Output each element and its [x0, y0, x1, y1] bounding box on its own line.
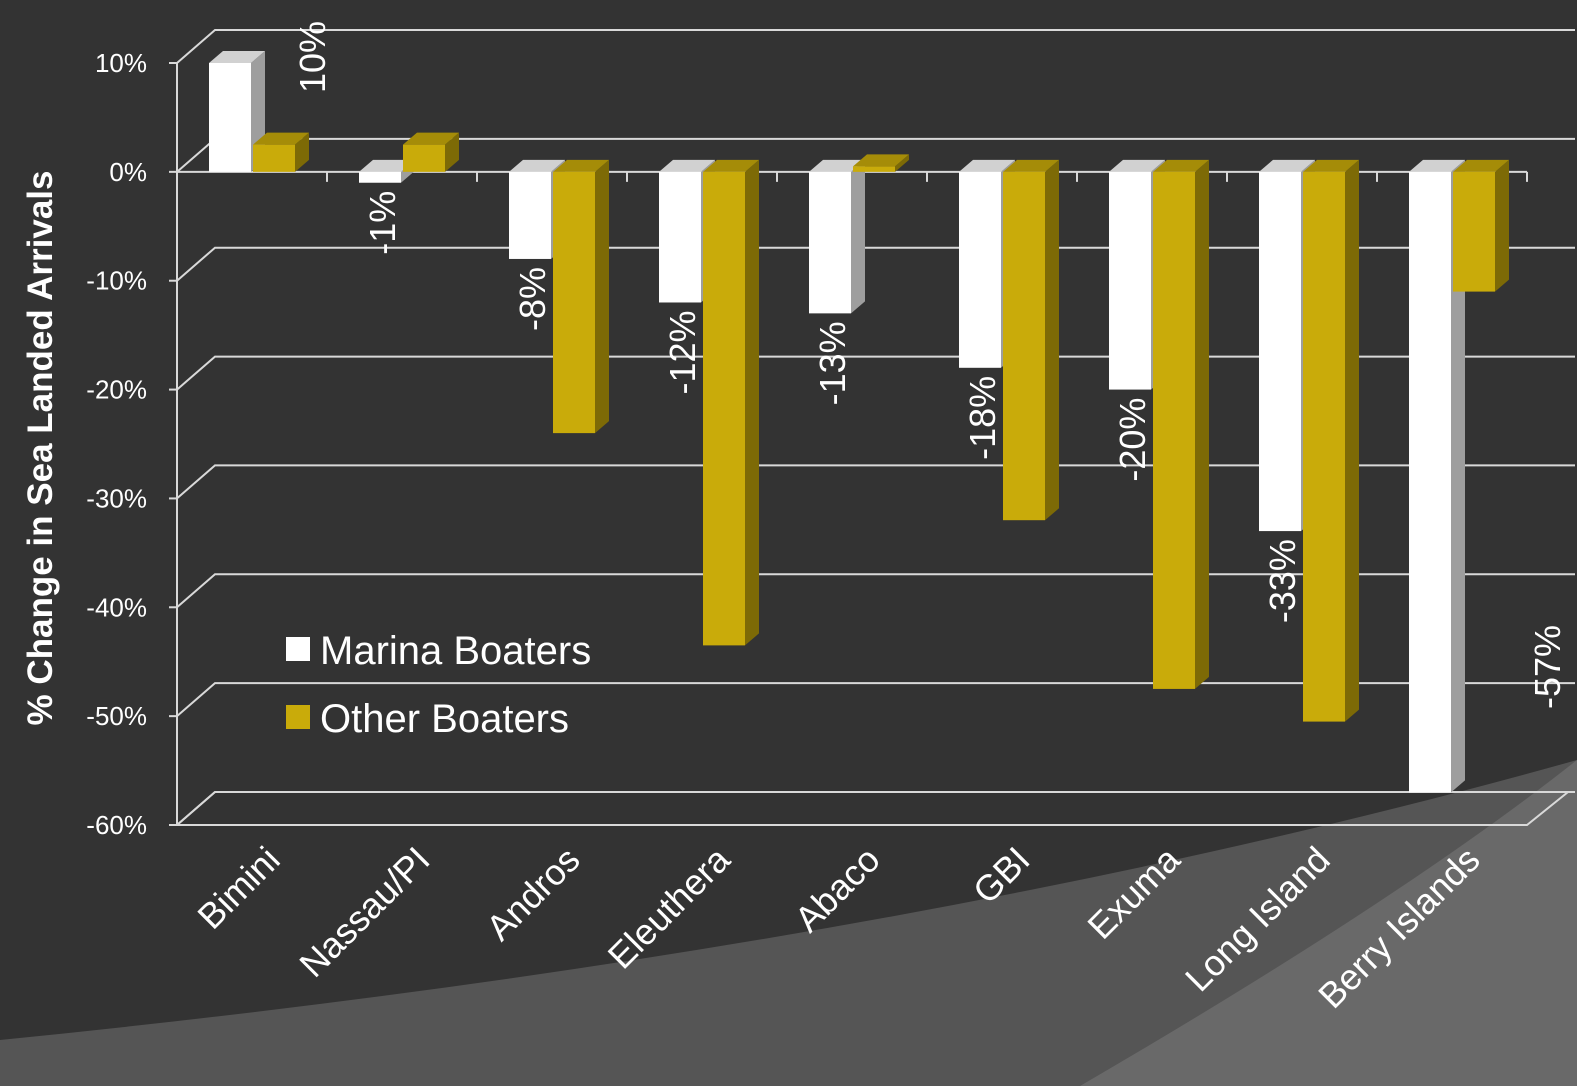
bar-top [1003, 159, 1059, 172]
bar-top [809, 159, 865, 172]
bar-other-boaters-8 [1303, 159, 1359, 722]
gridline [176, 573, 1575, 609]
bar-front [253, 144, 295, 172]
bar-side [895, 154, 909, 172]
background-swoosh-light [1080, 760, 1577, 1086]
background-swoosh [0, 760, 1577, 1086]
bar-top [509, 159, 565, 172]
y-tick-label: 10% [95, 48, 147, 78]
data-label-marina-boaters: -20% [1112, 398, 1153, 482]
bar-top [403, 132, 459, 145]
data-label-marina-boaters: -57% [1527, 625, 1568, 709]
x-tick-label: Andros [478, 839, 588, 949]
gridline [176, 682, 1575, 717]
bar-side [1451, 159, 1465, 793]
bar-side [295, 132, 309, 172]
bar-other-boaters-7 [1153, 159, 1209, 689]
bar-top [703, 159, 759, 172]
bar-side [851, 159, 865, 314]
bar-side [1195, 159, 1209, 689]
bar-marina-boaters-5 [809, 159, 865, 314]
bar-marina-boaters-9 [1409, 159, 1465, 793]
legend-swatch-marina-boaters [286, 637, 310, 661]
bar-front [553, 171, 595, 434]
y-tick-label: -60% [86, 810, 147, 840]
bar-top [1153, 159, 1209, 172]
bar-front [853, 166, 895, 172]
bar-front [1453, 171, 1495, 292]
y-tick-label: -30% [86, 483, 147, 513]
y-tick-label: -10% [86, 266, 147, 296]
bar-other-boaters-1 [253, 132, 309, 172]
x-tick-label: Nassau/PI [291, 839, 437, 985]
y-tick-label: -40% [86, 592, 147, 622]
data-labels: 10% -1% -8% -12% -13% -18% -20% -33% -57% [292, 21, 1568, 709]
bar-front [703, 171, 745, 646]
y-tick-label: 0% [109, 157, 147, 187]
legend: Marina Boaters Other Boaters [286, 629, 591, 741]
legend-swatch-other-boaters [286, 705, 310, 729]
bar-side [745, 159, 759, 646]
bar-front [1003, 171, 1045, 521]
bar-other-boaters-3 [553, 159, 609, 434]
bar-other-boaters-2 [403, 132, 459, 172]
data-label-marina-boaters: 10% [292, 21, 333, 93]
bar-side [445, 132, 459, 172]
data-label-marina-boaters: -8% [512, 267, 553, 331]
x-tick-label: Bimini [189, 839, 287, 937]
bar-other-boaters-9 [1453, 159, 1509, 292]
bar-top [959, 159, 1015, 172]
bar-top [1109, 159, 1165, 172]
bar-side [1045, 159, 1059, 521]
data-label-marina-boaters: -18% [962, 376, 1003, 460]
bar-top [553, 159, 609, 172]
bar-front [1153, 171, 1195, 689]
bar-top [253, 132, 309, 145]
bar-front [1109, 171, 1151, 390]
bar-front [509, 171, 551, 259]
bar-front [1409, 171, 1451, 793]
bars [209, 51, 1509, 793]
gridline [176, 29, 1575, 64]
gridline [176, 464, 1575, 500]
bar-other-boaters-6 [1003, 159, 1059, 521]
bar-side [595, 159, 609, 434]
bar-other-boaters-5 [853, 154, 909, 172]
bar-front [209, 63, 251, 172]
bar-top [1453, 159, 1509, 172]
legend-label-marina-boaters: Marina Boaters [320, 629, 591, 673]
background-decoration [0, 760, 1577, 1086]
bar-front [403, 144, 445, 172]
bar-front [1303, 171, 1345, 722]
bar-front [959, 171, 1001, 368]
bar-side [1345, 159, 1359, 722]
bar-top [359, 159, 415, 172]
bar-front [359, 171, 401, 183]
bar-top [1303, 159, 1359, 172]
data-label-marina-boaters: -33% [1262, 539, 1303, 623]
gridline [176, 355, 1575, 391]
bar-top [853, 154, 909, 167]
data-label-marina-boaters: -1% [362, 191, 403, 255]
bar-other-boaters-4 [703, 159, 759, 646]
chart-floor [174, 791, 1571, 826]
bar-top [1259, 159, 1315, 172]
bar-side [1495, 159, 1509, 292]
axes: 10% 0% -10% -20% -30% -40% -50% -60% [86, 48, 1571, 840]
bar-top [209, 51, 265, 63]
legend-label-other-boaters: Other Boaters [320, 697, 569, 741]
bar-front [1259, 171, 1301, 532]
y-tick-label: -20% [86, 375, 147, 405]
y-tick-label: -50% [86, 701, 147, 731]
data-label-marina-boaters: -13% [812, 321, 853, 405]
bar-top [659, 159, 715, 172]
bar-top [1409, 159, 1465, 172]
bar-front [659, 171, 701, 303]
bar-front [809, 171, 851, 314]
data-label-marina-boaters: -12% [662, 310, 703, 394]
y-axis-label: % Change in Sea Landed Arrivals [21, 171, 60, 726]
